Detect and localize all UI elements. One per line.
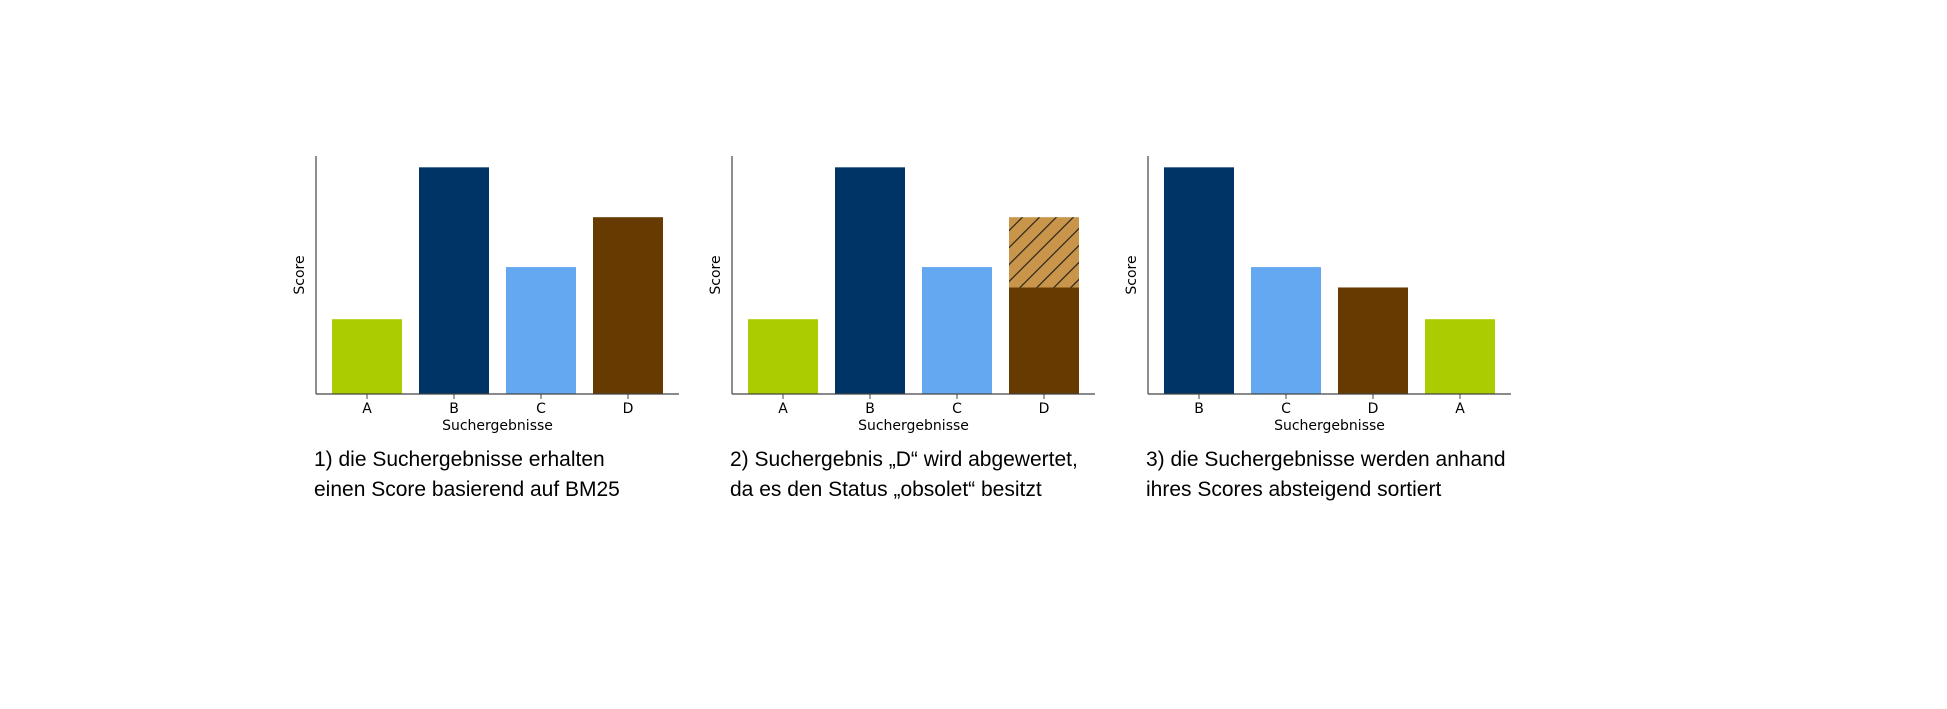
chart-2: A B C D Suchergebnisse Score [708,156,1095,434]
chart-1-tick-label-c: C [536,401,546,417]
chart-3-x-axis-label: Suchergebnisse [1274,418,1385,434]
caption-2: 2) Suchergebnis „D“ wird abgewertet, da … [730,445,1078,505]
chart-1-bar-a [332,319,402,394]
chart-1-tick-label-a: A [362,401,372,417]
chart-3-bar-b [1164,167,1234,394]
chart-3-tick-label-c: C [1281,401,1291,417]
caption-2-line-1: 2) Suchergebnis „D“ wird abgewertet, [730,448,1078,471]
caption-1: 1) die Suchergebnisse erhalten einen Sco… [314,445,620,505]
chart-3-y-axis-label: Score [1124,255,1140,294]
chart-1-bar-c [506,267,576,394]
chart-3-tick-label-b: B [1194,401,1204,417]
chart-3-bar-c [1251,267,1321,394]
chart-1-tick-label-b: B [449,401,459,417]
chart-1: A B C D Suchergebnisse Score [292,156,679,434]
chart-2-tick-label-a: A [778,401,788,417]
chart-2-bar-d-hatch [1009,217,1079,288]
chart-1-bar-b [419,167,489,394]
chart-2-bar-b [835,167,905,394]
chart-1-x-axis-label: Suchergebnisse [442,418,553,434]
chart-1-tick-label-d: D [623,401,634,417]
chart-2-bar-a [748,319,818,394]
chart-2-bar-d [1009,287,1079,394]
caption-1-line-2: einen Score basierend auf BM25 [314,478,620,501]
chart-2-tick-label-b: B [865,401,875,417]
chart-3-tick-label-a: A [1455,401,1465,417]
chart-2-y-axis-label: Score [708,255,724,294]
caption-3: 3) die Suchergebnisse werden anhand ihre… [1146,445,1506,505]
chart-3-bar-a [1425,319,1495,394]
chart-1-bar-d [593,217,663,394]
caption-2-line-2: da es den Status „obsolet“ besitzt [730,478,1042,501]
chart-1-y-axis-label: Score [292,255,308,294]
chart-2-tick-label-d: D [1039,401,1050,417]
chart-2-x-axis-label: Suchergebnisse [858,418,969,434]
chart-3-tick-label-d: D [1368,401,1379,417]
caption-3-line-2: ihres Scores absteigend sortiert [1146,478,1442,501]
chart-3: B C D A Suchergebnisse Score [1124,156,1511,434]
caption-1-line-1: 1) die Suchergebnisse erhalten [314,448,605,471]
caption-3-line-1: 3) die Suchergebnisse werden anhand [1146,448,1506,471]
chart-2-tick-label-c: C [952,401,962,417]
chart-2-bar-c [922,267,992,394]
chart-3-bar-d [1338,287,1408,394]
